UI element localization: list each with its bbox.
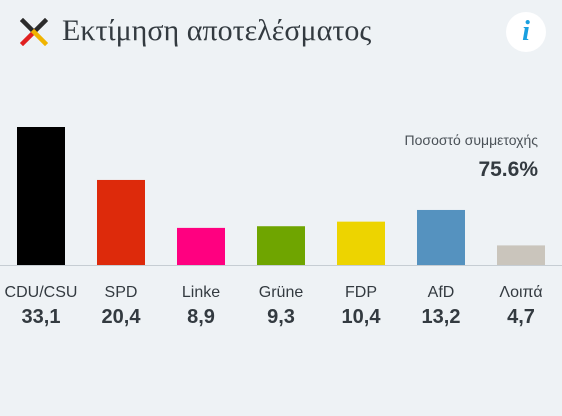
info-button[interactable]: i (506, 12, 546, 52)
value-label: 4,7 (507, 306, 535, 328)
bar-fdp (337, 221, 385, 265)
bar-afd (417, 209, 465, 265)
category-label: Grüne (258, 284, 304, 301)
bar-spd (97, 179, 145, 265)
category-label: AfD (427, 284, 455, 301)
bar-linke (177, 227, 225, 265)
turnout-label: Ποσοστό συμμετοχής (404, 132, 538, 148)
info-icon: i (522, 16, 530, 47)
value-label: 33,1 (21, 306, 61, 328)
bar-cdu-csu (17, 127, 65, 265)
category-label: Linke (181, 284, 221, 301)
category-label: FDP (345, 284, 377, 301)
value-label: 20,4 (101, 306, 141, 328)
category-label: SPD (104, 284, 138, 301)
category-label: Λοιπά (499, 284, 543, 301)
x-logo-icon (20, 18, 48, 46)
value-label: 8,9 (187, 306, 215, 328)
value-label: 13,2 (421, 306, 461, 328)
category-label: CDU/CSU (4, 284, 78, 301)
value-label: 9,3 (267, 306, 295, 328)
page-title: Εκτίμηση αποτελέσματος (62, 14, 372, 47)
bar-gr-ne (257, 226, 305, 265)
turnout-value: 75.6% (478, 158, 538, 181)
value-label: 10,4 (341, 306, 381, 328)
bar-λοιπά (497, 245, 545, 265)
header: Εκτίμηση αποτελέσματος i (0, 0, 562, 66)
